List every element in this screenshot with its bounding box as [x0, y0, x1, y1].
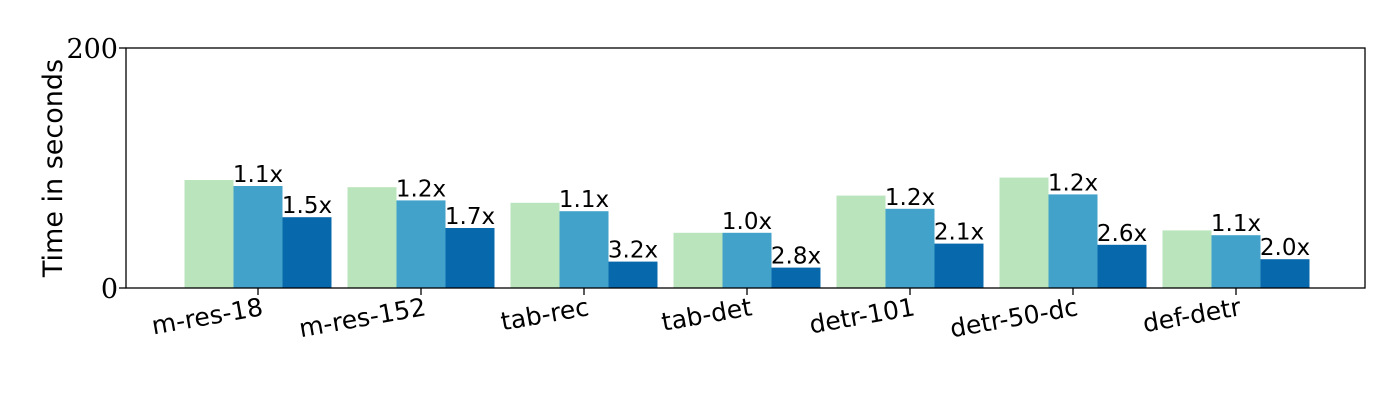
bar-def-detr-s2: [1211, 235, 1261, 288]
bar-m-res-18-s2: [233, 186, 283, 288]
bar-detr-101-s3: [934, 243, 984, 288]
x-tick-label: detr-50-dc: [948, 292, 1080, 343]
bar-m-res-152-s3: [445, 228, 495, 288]
bar-value-label: 1.7x: [445, 204, 495, 230]
bar-m-res-152-s2: [396, 200, 446, 288]
bar-m-res-18-s3: [282, 217, 332, 288]
y-tick-label: 200: [66, 34, 118, 65]
bar-tab-rec-s2: [559, 211, 609, 288]
x-tick-label: m-res-18: [149, 292, 265, 340]
bar-tab-rec-s1: [510, 202, 560, 288]
bar-value-label: 1.5x: [282, 193, 332, 219]
bar-value-label: 1.1x: [559, 187, 609, 213]
bar-def-detr-s1: [1162, 230, 1212, 288]
bar-labels-group: 1.1x1.5x1.2x1.7x1.1x3.2x1.0x2.8x1.2x2.1x…: [233, 162, 1310, 270]
bar-m-res-18-s1: [184, 180, 234, 288]
bar-value-label: 1.2x: [1048, 170, 1098, 196]
bar-value-label: 1.1x: [233, 162, 283, 188]
x-tick-label: m-res-152: [297, 292, 428, 343]
bar-value-label: 1.2x: [396, 176, 446, 202]
bar-value-label: 3.2x: [608, 238, 658, 264]
bar-detr-101-s1: [836, 195, 886, 288]
bar-def-detr-s3: [1260, 259, 1310, 288]
bar-value-label: 1.2x: [885, 185, 935, 211]
plot-frame: [125, 47, 1366, 289]
bar-detr-50-dc-s1: [999, 177, 1049, 288]
bar-detr-50-dc-s3: [1097, 244, 1147, 288]
bar-value-label: 1.1x: [1211, 211, 1261, 237]
bar-tab-rec-s3: [608, 261, 658, 288]
y-axis: 0 200: [66, 34, 126, 305]
bar-detr-101-s2: [885, 208, 935, 288]
bars-group: [184, 177, 1310, 288]
bar-detr-50-dc-s2: [1048, 194, 1098, 288]
bar-tab-det-s3: [771, 267, 821, 288]
bar-value-label: 2.6x: [1097, 221, 1147, 247]
y-axis-title: Time in seconds: [38, 59, 69, 278]
x-tick-label: detr-101: [807, 292, 917, 339]
bar-value-label: 2.8x: [771, 244, 821, 270]
bar-value-label: 1.0x: [722, 209, 772, 235]
bar-value-label: 2.1x: [934, 220, 984, 246]
bar-value-label: 2.0x: [1260, 235, 1310, 261]
x-tick-label: def-detr: [1140, 292, 1243, 338]
y-tick-label: 0: [101, 274, 118, 305]
x-tick-label: tab-det: [659, 292, 754, 336]
bar-tab-det-s2: [722, 232, 772, 288]
bar-tab-det-s1: [673, 232, 723, 288]
bar-m-res-152-s1: [347, 187, 397, 288]
x-axis: m-res-18 m-res-152 tab-rec tab-det detr-101 d…: [149, 288, 1244, 343]
x-tick-label: tab-rec: [498, 292, 591, 336]
